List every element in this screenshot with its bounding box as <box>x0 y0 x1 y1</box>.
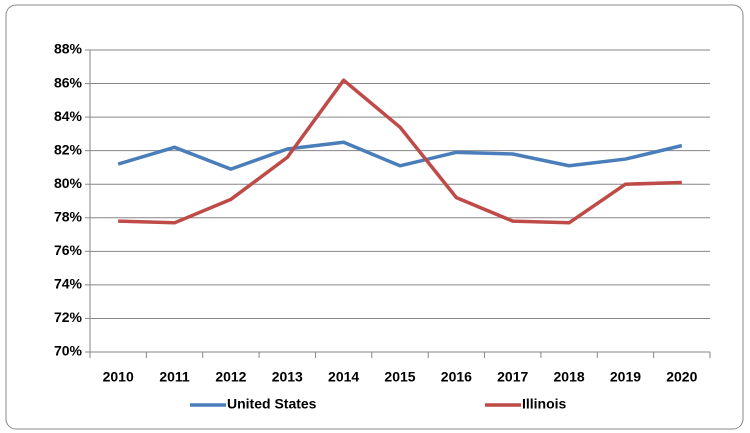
x-tick-label: 2017 <box>497 369 528 385</box>
y-tick-label: 82% <box>54 141 83 157</box>
y-tick-label: 70% <box>54 343 83 359</box>
y-tick-label: 74% <box>54 276 83 292</box>
legend-label: United States <box>227 396 317 412</box>
legend-label: Illinois <box>522 396 567 412</box>
y-tick-label: 76% <box>54 242 83 258</box>
x-tick-label: 2013 <box>272 369 303 385</box>
x-tick-label: 2018 <box>554 369 585 385</box>
x-tick-label: 2019 <box>610 369 641 385</box>
x-tick-label: 2011 <box>159 369 190 385</box>
series-line <box>117 140 683 171</box>
y-tick-label: 88% <box>54 41 83 57</box>
x-tick-label: 2014 <box>328 369 359 385</box>
y-tick-label: 84% <box>54 108 83 124</box>
y-tick-label: 72% <box>54 309 83 325</box>
x-tick-label: 2016 <box>441 369 472 385</box>
series-line <box>118 78 682 225</box>
x-tick-label: 2012 <box>215 369 246 385</box>
y-tick-label: 78% <box>54 208 83 224</box>
x-tick-label: 2020 <box>666 369 697 385</box>
x-tick-label: 2010 <box>103 369 134 385</box>
y-tick-label: 80% <box>54 175 83 191</box>
chart-border <box>5 4 744 430</box>
x-tick-label: 2015 <box>384 369 415 385</box>
y-tick-label: 86% <box>54 74 83 90</box>
